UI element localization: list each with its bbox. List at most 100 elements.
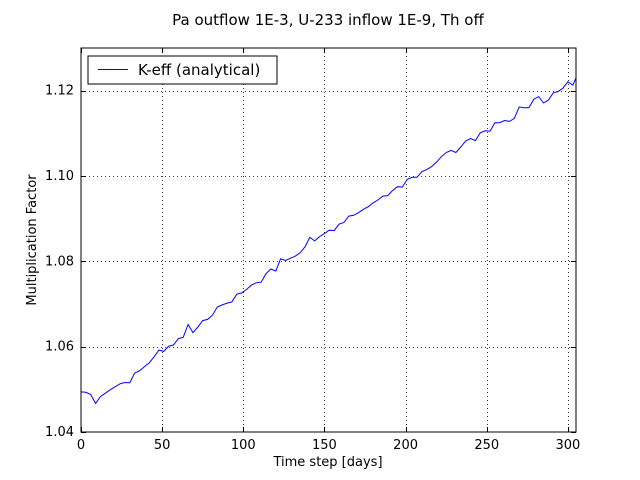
data-point <box>499 122 500 123</box>
data-point <box>192 332 193 333</box>
data-point <box>241 292 242 293</box>
data-point <box>95 403 96 404</box>
data-point <box>533 99 534 100</box>
data-point <box>178 338 179 339</box>
data-point <box>494 122 495 123</box>
data-point <box>446 152 447 153</box>
data-point <box>158 350 159 351</box>
data-point <box>514 118 515 119</box>
data-point <box>348 216 349 217</box>
data-point <box>314 240 315 241</box>
data-point <box>504 120 505 121</box>
series-line-k-eff <box>80 77 577 405</box>
x-axis-label: Time step [days] <box>272 455 382 470</box>
data-point <box>373 202 374 203</box>
data-point <box>300 252 301 253</box>
grid-lines <box>81 48 576 432</box>
data-point <box>407 179 408 180</box>
data-point <box>197 326 198 327</box>
data-point <box>124 382 125 383</box>
data-point <box>343 222 344 223</box>
data-point <box>397 186 398 187</box>
x-tick-label: 0 <box>77 438 85 453</box>
data-point <box>222 304 223 305</box>
data-point <box>329 230 330 231</box>
data-point <box>202 320 203 321</box>
data-point <box>115 386 116 387</box>
data-point <box>538 96 539 97</box>
x-tick-label: 100 <box>231 438 256 453</box>
data-point <box>324 233 325 234</box>
y-axis-label: Multiplication Factor <box>25 174 40 306</box>
data-point <box>387 195 388 196</box>
data-point <box>246 289 247 290</box>
data-point <box>207 319 208 320</box>
plot-area <box>80 77 577 405</box>
x-axis: 0 50 100 150 200 250 300 <box>77 48 580 453</box>
data-point <box>139 370 140 371</box>
data-point <box>285 260 286 261</box>
data-point <box>382 196 383 197</box>
data-point <box>455 152 456 153</box>
data-point <box>168 346 169 347</box>
data-point <box>173 344 174 345</box>
data-point <box>275 271 276 272</box>
data-point <box>338 224 339 225</box>
data-point <box>548 100 549 101</box>
data-point <box>134 373 135 374</box>
data-point <box>475 140 476 141</box>
data-point <box>436 162 437 163</box>
data-point <box>460 146 461 147</box>
data-point <box>358 212 359 213</box>
data-point <box>489 131 490 132</box>
data-point <box>90 394 91 395</box>
data-point <box>119 383 120 384</box>
data-point <box>509 121 510 122</box>
data-point <box>105 393 106 394</box>
data-point <box>441 156 442 157</box>
data-point <box>426 169 427 170</box>
data-point <box>309 237 310 238</box>
data-point <box>524 107 525 108</box>
data-point <box>363 209 364 210</box>
data-point <box>256 282 257 283</box>
x-tick-label: 50 <box>154 438 171 453</box>
data-point <box>304 246 305 247</box>
data-point <box>392 190 393 191</box>
data-point <box>485 130 486 131</box>
data-point <box>319 236 320 237</box>
data-point <box>334 230 335 231</box>
data-point <box>353 215 354 216</box>
y-tick-label: 1.06 <box>45 340 74 355</box>
data-point <box>553 92 554 93</box>
data-point <box>85 392 86 393</box>
data-point <box>519 106 520 107</box>
data-point <box>149 362 150 363</box>
data-point <box>251 285 252 286</box>
data-point <box>412 177 413 178</box>
data-point <box>480 132 481 133</box>
data-point <box>100 396 101 397</box>
data-point <box>231 301 232 302</box>
data-point <box>227 303 228 304</box>
data-point <box>431 166 432 167</box>
y-axis: 1.04 1.06 1.08 1.10 1.12 <box>45 84 576 440</box>
data-point <box>280 258 281 259</box>
x-tick-label: 200 <box>393 438 418 453</box>
data-point <box>270 268 271 269</box>
data-point <box>110 389 111 390</box>
data-point <box>470 138 471 139</box>
x-tick-label: 300 <box>555 438 580 453</box>
data-point <box>572 85 573 86</box>
data-point <box>265 273 266 274</box>
data-point <box>421 171 422 172</box>
plot-frame <box>80 47 577 433</box>
data-point <box>377 199 378 200</box>
data-point <box>528 107 529 108</box>
data-point <box>368 206 369 207</box>
data-point <box>290 258 291 259</box>
legend-label: K-eff (analytical) <box>138 61 260 79</box>
y-tick-label: 1.10 <box>45 169 74 184</box>
data-point <box>543 102 544 103</box>
